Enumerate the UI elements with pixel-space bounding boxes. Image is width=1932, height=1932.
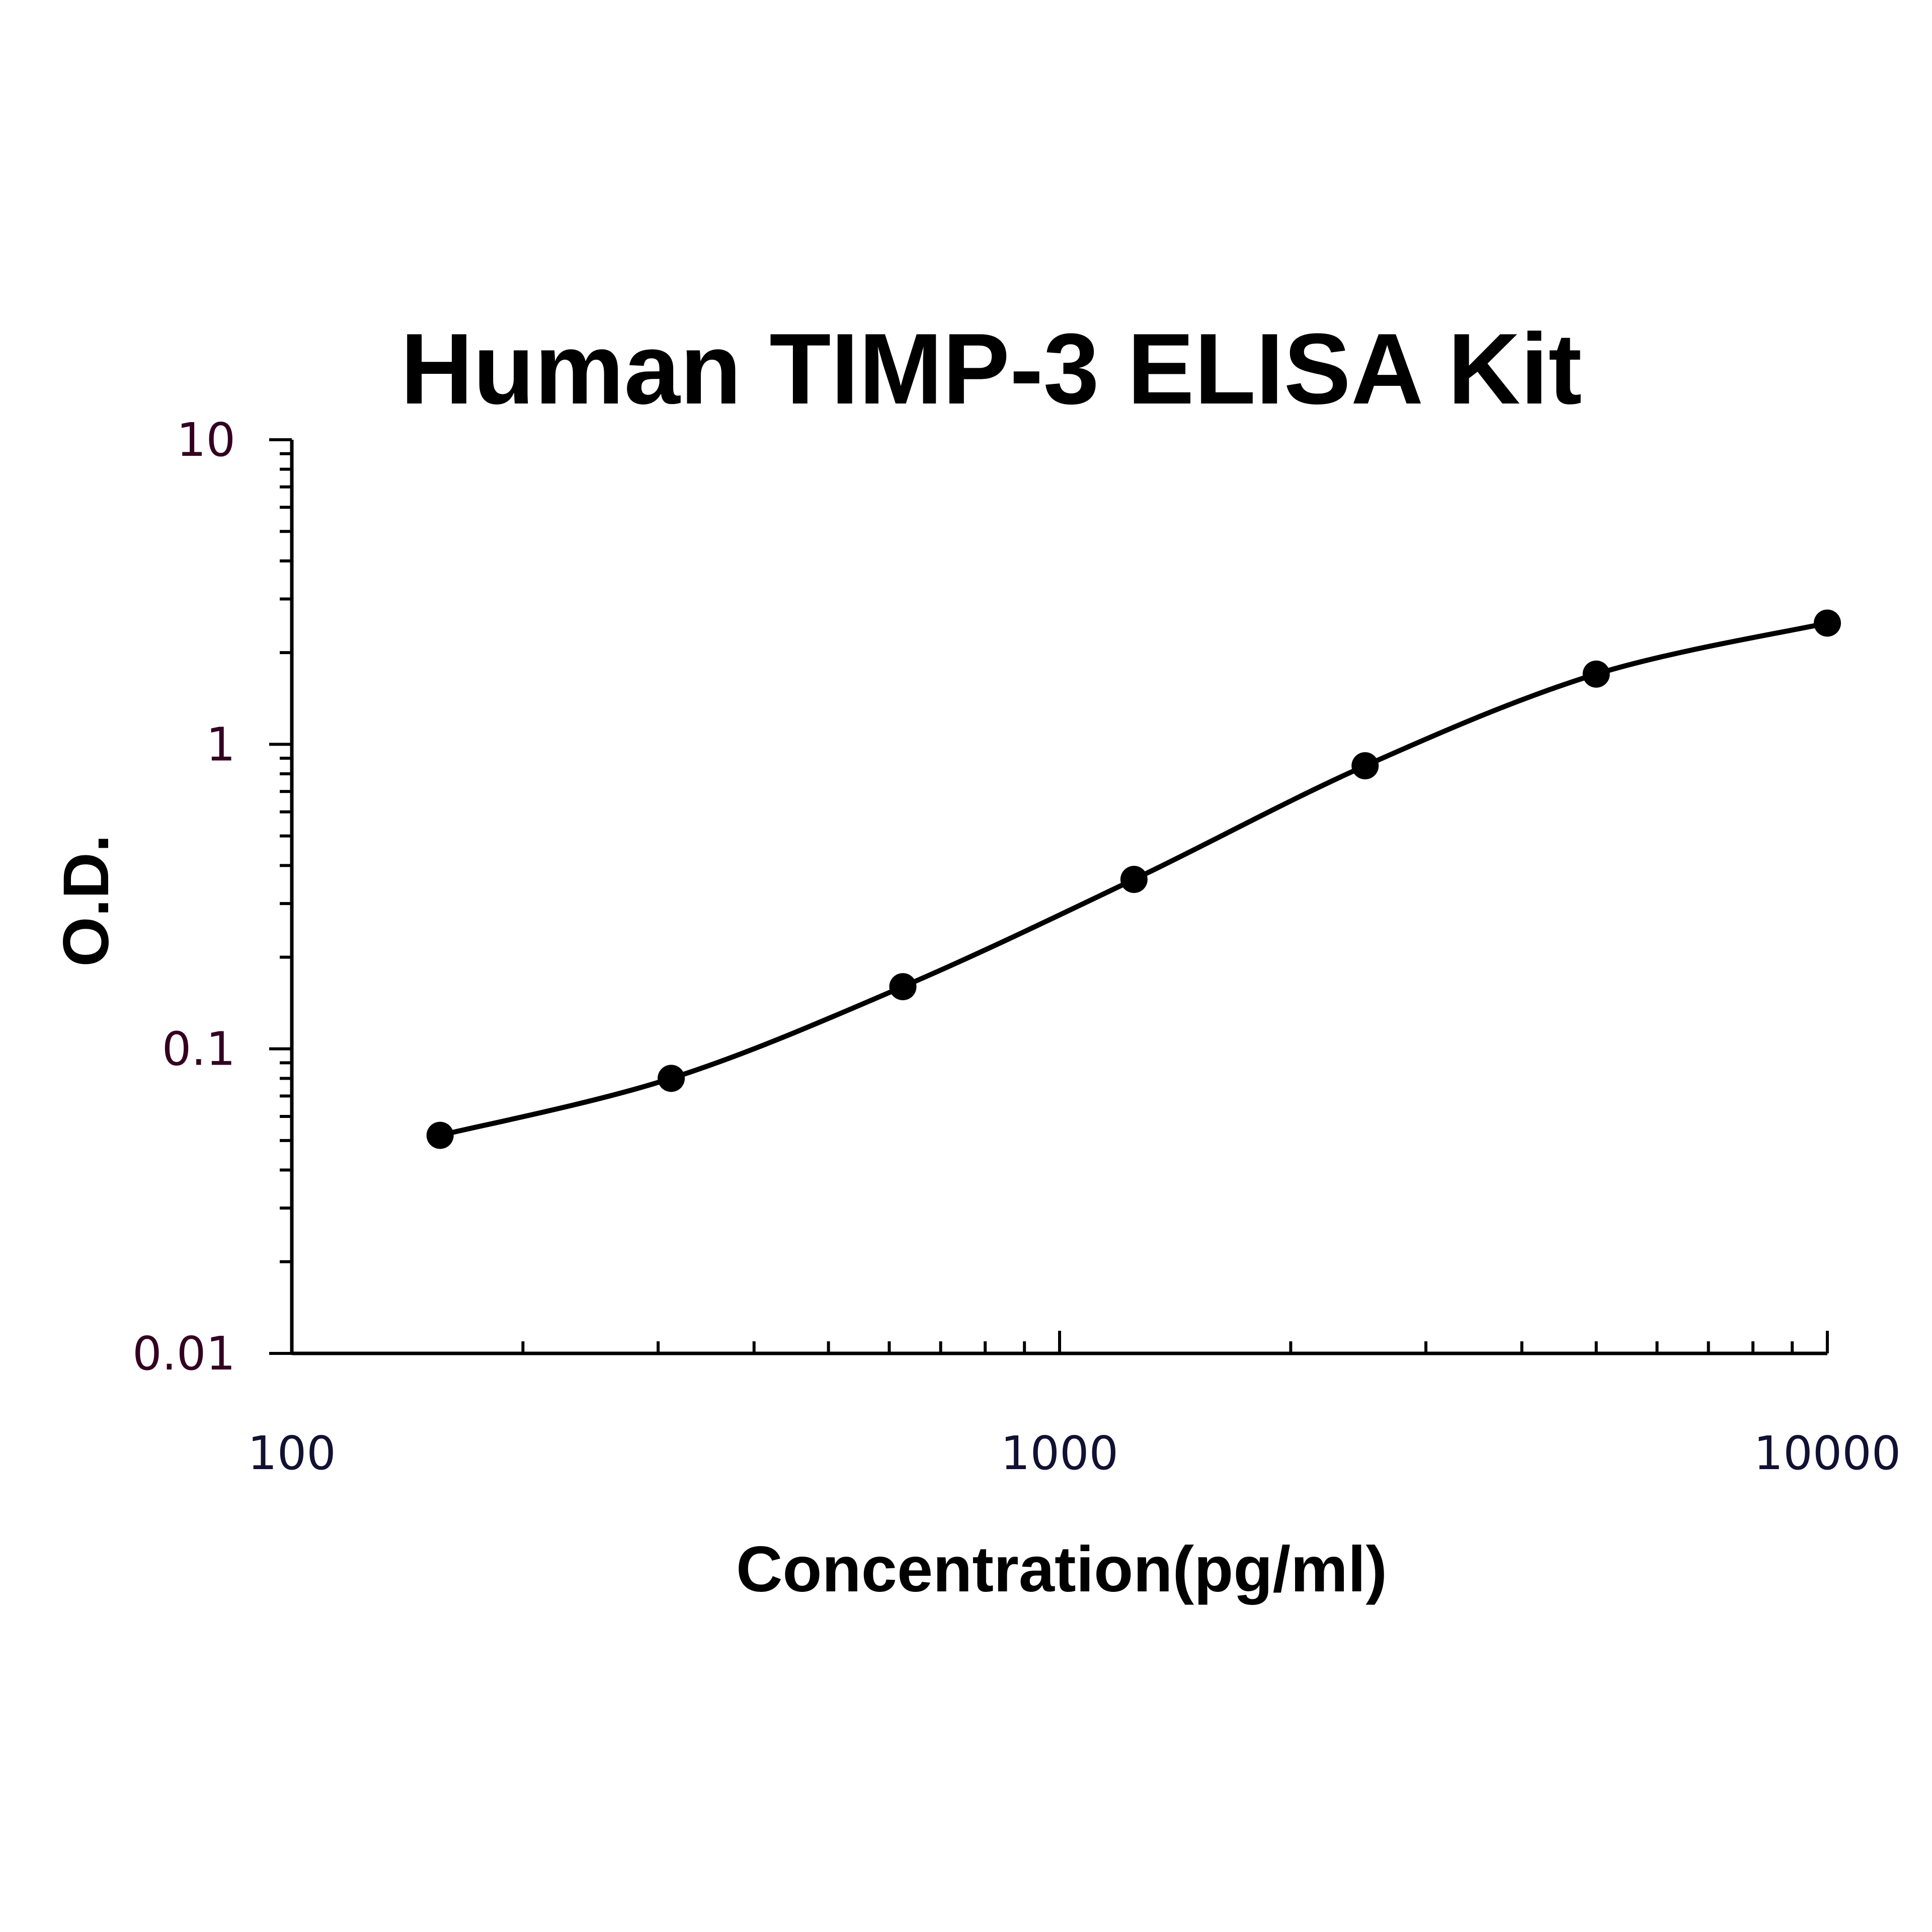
data-point [1814,609,1841,637]
y-tick-label: 0.01 [132,1327,235,1381]
y-tick-label: 0.1 [162,1022,235,1076]
data-point [426,1121,454,1149]
chart-title: Human TIMP-3 ELISA Kit [400,313,1582,425]
x-tick-label: 100 [248,1426,336,1480]
data-point [889,973,917,1001]
x-axis-ticks: 100 1000 10000 [248,1331,1901,1480]
data-point [1351,752,1379,780]
y-axis-ticks: 0.01 0.1 1 10 [132,413,292,1381]
axes [290,440,1827,1355]
x-tick-label: 10000 [1754,1426,1901,1480]
data-point [1120,865,1148,893]
data-points [426,609,1841,1149]
data-point [658,1065,685,1092]
y-tick-label: 10 [177,413,235,467]
y-axis-title: O.D. [50,834,122,967]
x-axis-title: Concentration(pg/ml) [736,1534,1387,1605]
data-point [1582,660,1610,688]
y-tick-label: 1 [206,717,235,771]
x-tick-label: 1000 [1001,1426,1118,1480]
